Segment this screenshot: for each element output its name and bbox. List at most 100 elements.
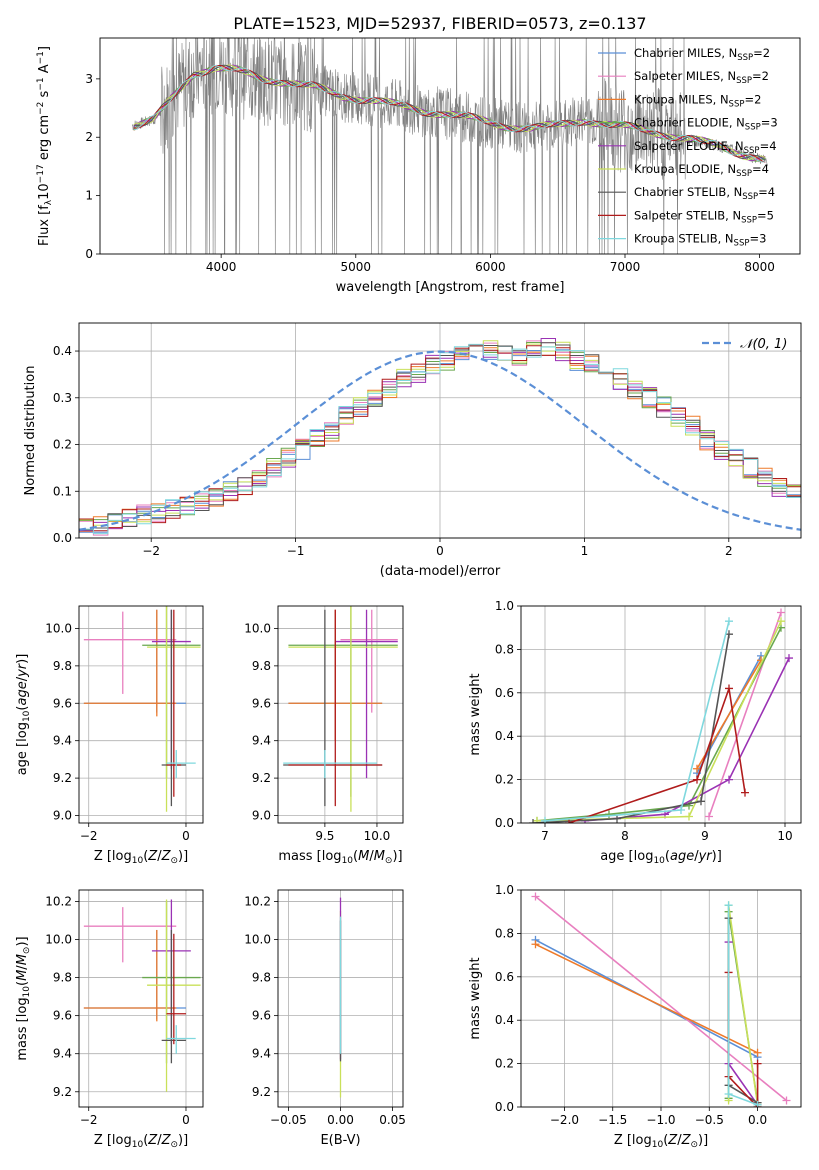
weight_vs_age-axes: 7 8 9 10 0.0 0.2 0.4 0.6 0.8 1.0 xyxy=(495,599,801,843)
y-tick-label: 10.0 xyxy=(45,932,72,946)
x-tick-label: 9.5 xyxy=(315,829,334,843)
weight-line xyxy=(584,657,790,822)
weight-marker xyxy=(697,797,705,806)
y-tick-label: 10.2 xyxy=(244,894,271,908)
weight-line xyxy=(568,688,746,823)
x-tick-label: 1 xyxy=(581,544,589,558)
legend-label: Salpeter ELODIE, NSSP=4 xyxy=(634,139,777,156)
mass_vs_Z-plot xyxy=(83,899,201,1092)
y-tick-label: 9.8 xyxy=(252,659,271,673)
spectrum-axes: 4000 5000 6000 7000 8000 0 1 2 3 xyxy=(85,72,775,274)
x-tick-label: 10.0 xyxy=(364,829,391,843)
legend-label: Kroupa STELIB, NSSP=3 xyxy=(634,232,766,249)
weight_vs_Z-axes: −2.0 −1.5 −1.0 −0.5 0.0 0.0 0.2 0.4 0.6 0.8 1.0 xyxy=(495,883,801,1127)
age_vs_Z-xlabel: Z [log10(Z/Z⊙)] xyxy=(94,849,188,866)
weight-marker xyxy=(693,764,701,773)
y-tick-label: 9.0 xyxy=(53,809,72,823)
y-tick-label: 0.1 xyxy=(53,484,72,498)
x-tick-label: 2 xyxy=(725,544,733,558)
figure-title: PLATE=1523, MJD=52937, FIBERID=0573, z=0… xyxy=(233,14,646,33)
weight_vs_age-ylabel: mass weight xyxy=(468,673,483,755)
weight-marker xyxy=(705,812,713,821)
y-tick-label: 9.6 xyxy=(53,1009,72,1023)
weight-marker xyxy=(724,901,733,910)
y-tick-label: 0.0 xyxy=(53,531,72,545)
y-tick-label: 9.2 xyxy=(252,771,271,785)
mass_vs_ebv-xlabel: E(B-V) xyxy=(320,1133,360,1148)
x-tick-label: 9 xyxy=(701,829,709,843)
mass_vs_Z-frame xyxy=(78,889,204,1108)
x-tick-label: −1 xyxy=(287,544,305,558)
residual-hist-kroupa-elodie xyxy=(79,340,801,526)
weight-marker xyxy=(785,654,793,663)
spectrum-xlabel: wavelength [Angstrom, rest frame] xyxy=(336,280,565,295)
x-tick-label: −1.0 xyxy=(646,1113,675,1127)
spectrum-plot xyxy=(132,38,768,254)
y-tick-label: 9.4 xyxy=(53,1047,72,1061)
weight_vs_Z-plot xyxy=(531,892,791,1107)
weight-marker xyxy=(529,819,537,823)
x-tick-label: 0 xyxy=(182,1113,190,1127)
legend-label: Chabrier STELIB, NSSP=4 xyxy=(634,185,775,202)
y-tick-label: 9.4 xyxy=(252,734,271,748)
y-tick-label: 9.6 xyxy=(252,696,271,710)
normal-legend-label: 𝒩(0, 1) xyxy=(740,337,787,352)
y-tick-label: 0.3 xyxy=(53,391,72,405)
y-tick-label: 9.4 xyxy=(252,1047,271,1061)
x-tick-label: −1.5 xyxy=(598,1113,627,1127)
y-tick-label: 0.8 xyxy=(495,926,514,940)
x-tick-label: 0 xyxy=(436,544,444,558)
weight-marker xyxy=(533,816,541,823)
y-tick-label: 0.4 xyxy=(53,344,72,358)
y-tick-label: 9.8 xyxy=(252,971,271,985)
y-tick-label: 10.0 xyxy=(45,621,72,635)
x-tick-label: 8000 xyxy=(744,260,775,274)
weight_vs_Z-xlabel: Z [log10(Z/Z⊙)] xyxy=(614,1133,708,1150)
y-tick-label: 0.2 xyxy=(53,438,72,452)
weight_vs_age-xlabel: age [log10(age/yr)] xyxy=(600,849,722,866)
age_vs_Z-frame xyxy=(78,605,204,824)
legend-label: Chabrier ELODIE, NSSP=3 xyxy=(634,116,778,133)
weight-line xyxy=(727,905,759,1105)
weight-marker xyxy=(677,805,685,814)
weight-marker xyxy=(565,819,573,823)
y-tick-label: 0.8 xyxy=(495,642,514,656)
x-tick-label: −2 xyxy=(142,544,160,558)
y-tick-label: 3 xyxy=(85,72,93,86)
x-tick-label: 10 xyxy=(777,829,792,843)
weight-marker xyxy=(531,892,540,901)
weight-marker xyxy=(725,775,733,784)
residuals-ylabel: Normed distribution xyxy=(23,366,38,496)
observed-spectrum xyxy=(132,38,768,254)
weight_vs_age-frame xyxy=(520,605,802,824)
x-tick-label: 7000 xyxy=(610,260,641,274)
y-tick-label: 0 xyxy=(85,247,93,261)
normal-curve xyxy=(79,350,801,531)
y-tick-label: 9.2 xyxy=(252,1085,271,1099)
y-tick-label: 9.6 xyxy=(252,1009,271,1023)
age_vs_mass-plot xyxy=(283,606,398,812)
weight-marker xyxy=(725,684,733,693)
age_vs_Z-axes: −2 0 9.0 9.2 9.4 9.6 9.8 10.0 xyxy=(45,606,203,843)
y-tick-label: 0.4 xyxy=(495,1013,514,1027)
mass_vs_Z-xlabel: Z [log10(Z/Z⊙)] xyxy=(94,1133,188,1150)
y-tick-label: 1 xyxy=(85,189,93,203)
age_vs_mass-frame xyxy=(277,605,404,824)
y-tick-label: 10.2 xyxy=(45,894,72,908)
x-tick-label: 6000 xyxy=(475,260,506,274)
y-tick-label: 0.2 xyxy=(495,1057,514,1071)
weight-line xyxy=(536,627,782,822)
spectrum-ylabel: Flux [fλ10−17 erg cm−2 s−1 A−1] xyxy=(36,46,54,246)
mass_vs_Z-ylabel: mass [log10(M/M⊙)] xyxy=(15,936,32,1060)
x-tick-label: −2 xyxy=(80,829,98,843)
model-spectrum-salpeter-stelib xyxy=(133,64,766,163)
residuals-xlabel: (data-model)/error xyxy=(380,564,501,579)
y-tick-label: 9.0 xyxy=(252,809,271,823)
x-tick-label: 7 xyxy=(541,829,549,843)
residual-plot xyxy=(79,338,801,536)
weight-marker xyxy=(782,1096,791,1105)
x-tick-label: 5000 xyxy=(340,260,371,274)
legend-label: Chabrier MILES, NSSP=2 xyxy=(634,46,770,63)
y-tick-label: 1.0 xyxy=(495,883,514,897)
